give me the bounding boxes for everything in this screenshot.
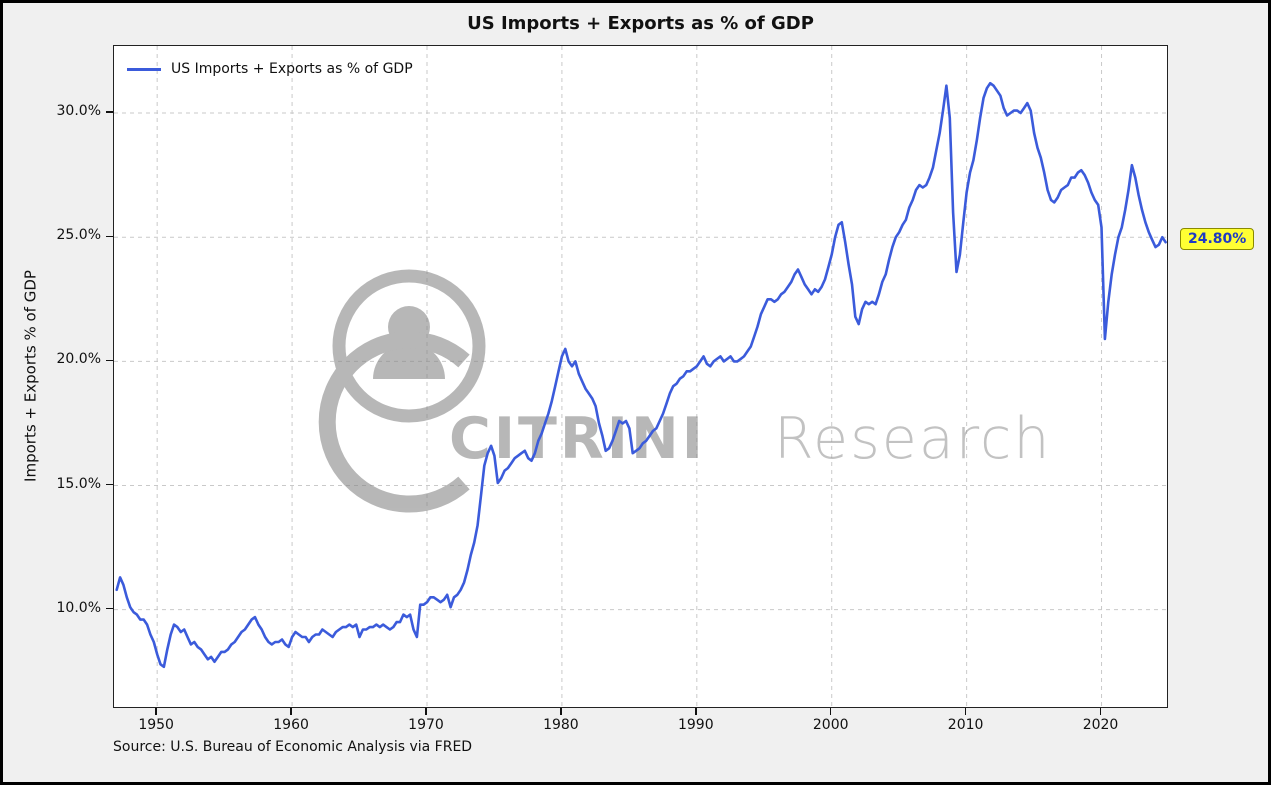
y-tick-mark [106, 483, 113, 486]
watermark-text-bold: CITRINI [449, 406, 706, 472]
x-tick-mark [1099, 708, 1102, 715]
y-tick-mark [106, 359, 113, 362]
legend-label: US Imports + Exports as % of GDP [171, 61, 413, 77]
x-tick-mark [290, 708, 292, 715]
x-tick-label: 1980 [543, 717, 579, 733]
chart-canvas: CITRINI Research [114, 46, 1169, 709]
legend: US Imports + Exports as % of GDP [127, 61, 413, 77]
y-tick-label: 20.0% [56, 351, 101, 368]
x-tick-label: 1950 [138, 717, 174, 733]
x-tick-mark [560, 708, 562, 715]
y-tick-mark [106, 235, 113, 237]
x-tick-label: 1990 [677, 717, 714, 733]
y-tick-label: 25.0% [56, 227, 101, 244]
x-tick-label: 2000 [812, 717, 849, 733]
plot-area: CITRINI Research [113, 45, 1169, 709]
x-tick-label: 1960 [273, 717, 309, 733]
x-tick-label: 2010 [947, 717, 984, 733]
data-line [115, 81, 1167, 669]
last-value-annotation: 24.80% [1180, 228, 1255, 251]
data-series-layer [115, 81, 1167, 669]
x-tick-mark [830, 708, 832, 715]
x-tick-mark [964, 708, 967, 715]
y-tick-mark [106, 607, 113, 610]
gridlines [114, 46, 1169, 709]
x-tick-mark [695, 708, 697, 715]
x-tick-label: 2020 [1082, 717, 1119, 733]
x-tick-mark [425, 708, 427, 715]
y-tick-label: 30.0% [56, 103, 101, 120]
watermark-text-light: Research [774, 406, 1051, 472]
legend-line-swatch [127, 67, 161, 71]
x-tick-mark [155, 708, 157, 715]
y-tick-label: 15.0% [56, 475, 101, 492]
citrini-logo-icon [318, 269, 486, 513]
y-tick-mark [106, 111, 113, 113]
x-tick-label: 1970 [408, 717, 444, 733]
watermark: CITRINI Research [318, 269, 1051, 513]
source-caption: Source: U.S. Bureau of Economic Analysis… [113, 739, 473, 755]
chart-title: US Imports + Exports as % of GDP [467, 13, 814, 34]
y-tick-label: 10.0% [56, 599, 101, 616]
